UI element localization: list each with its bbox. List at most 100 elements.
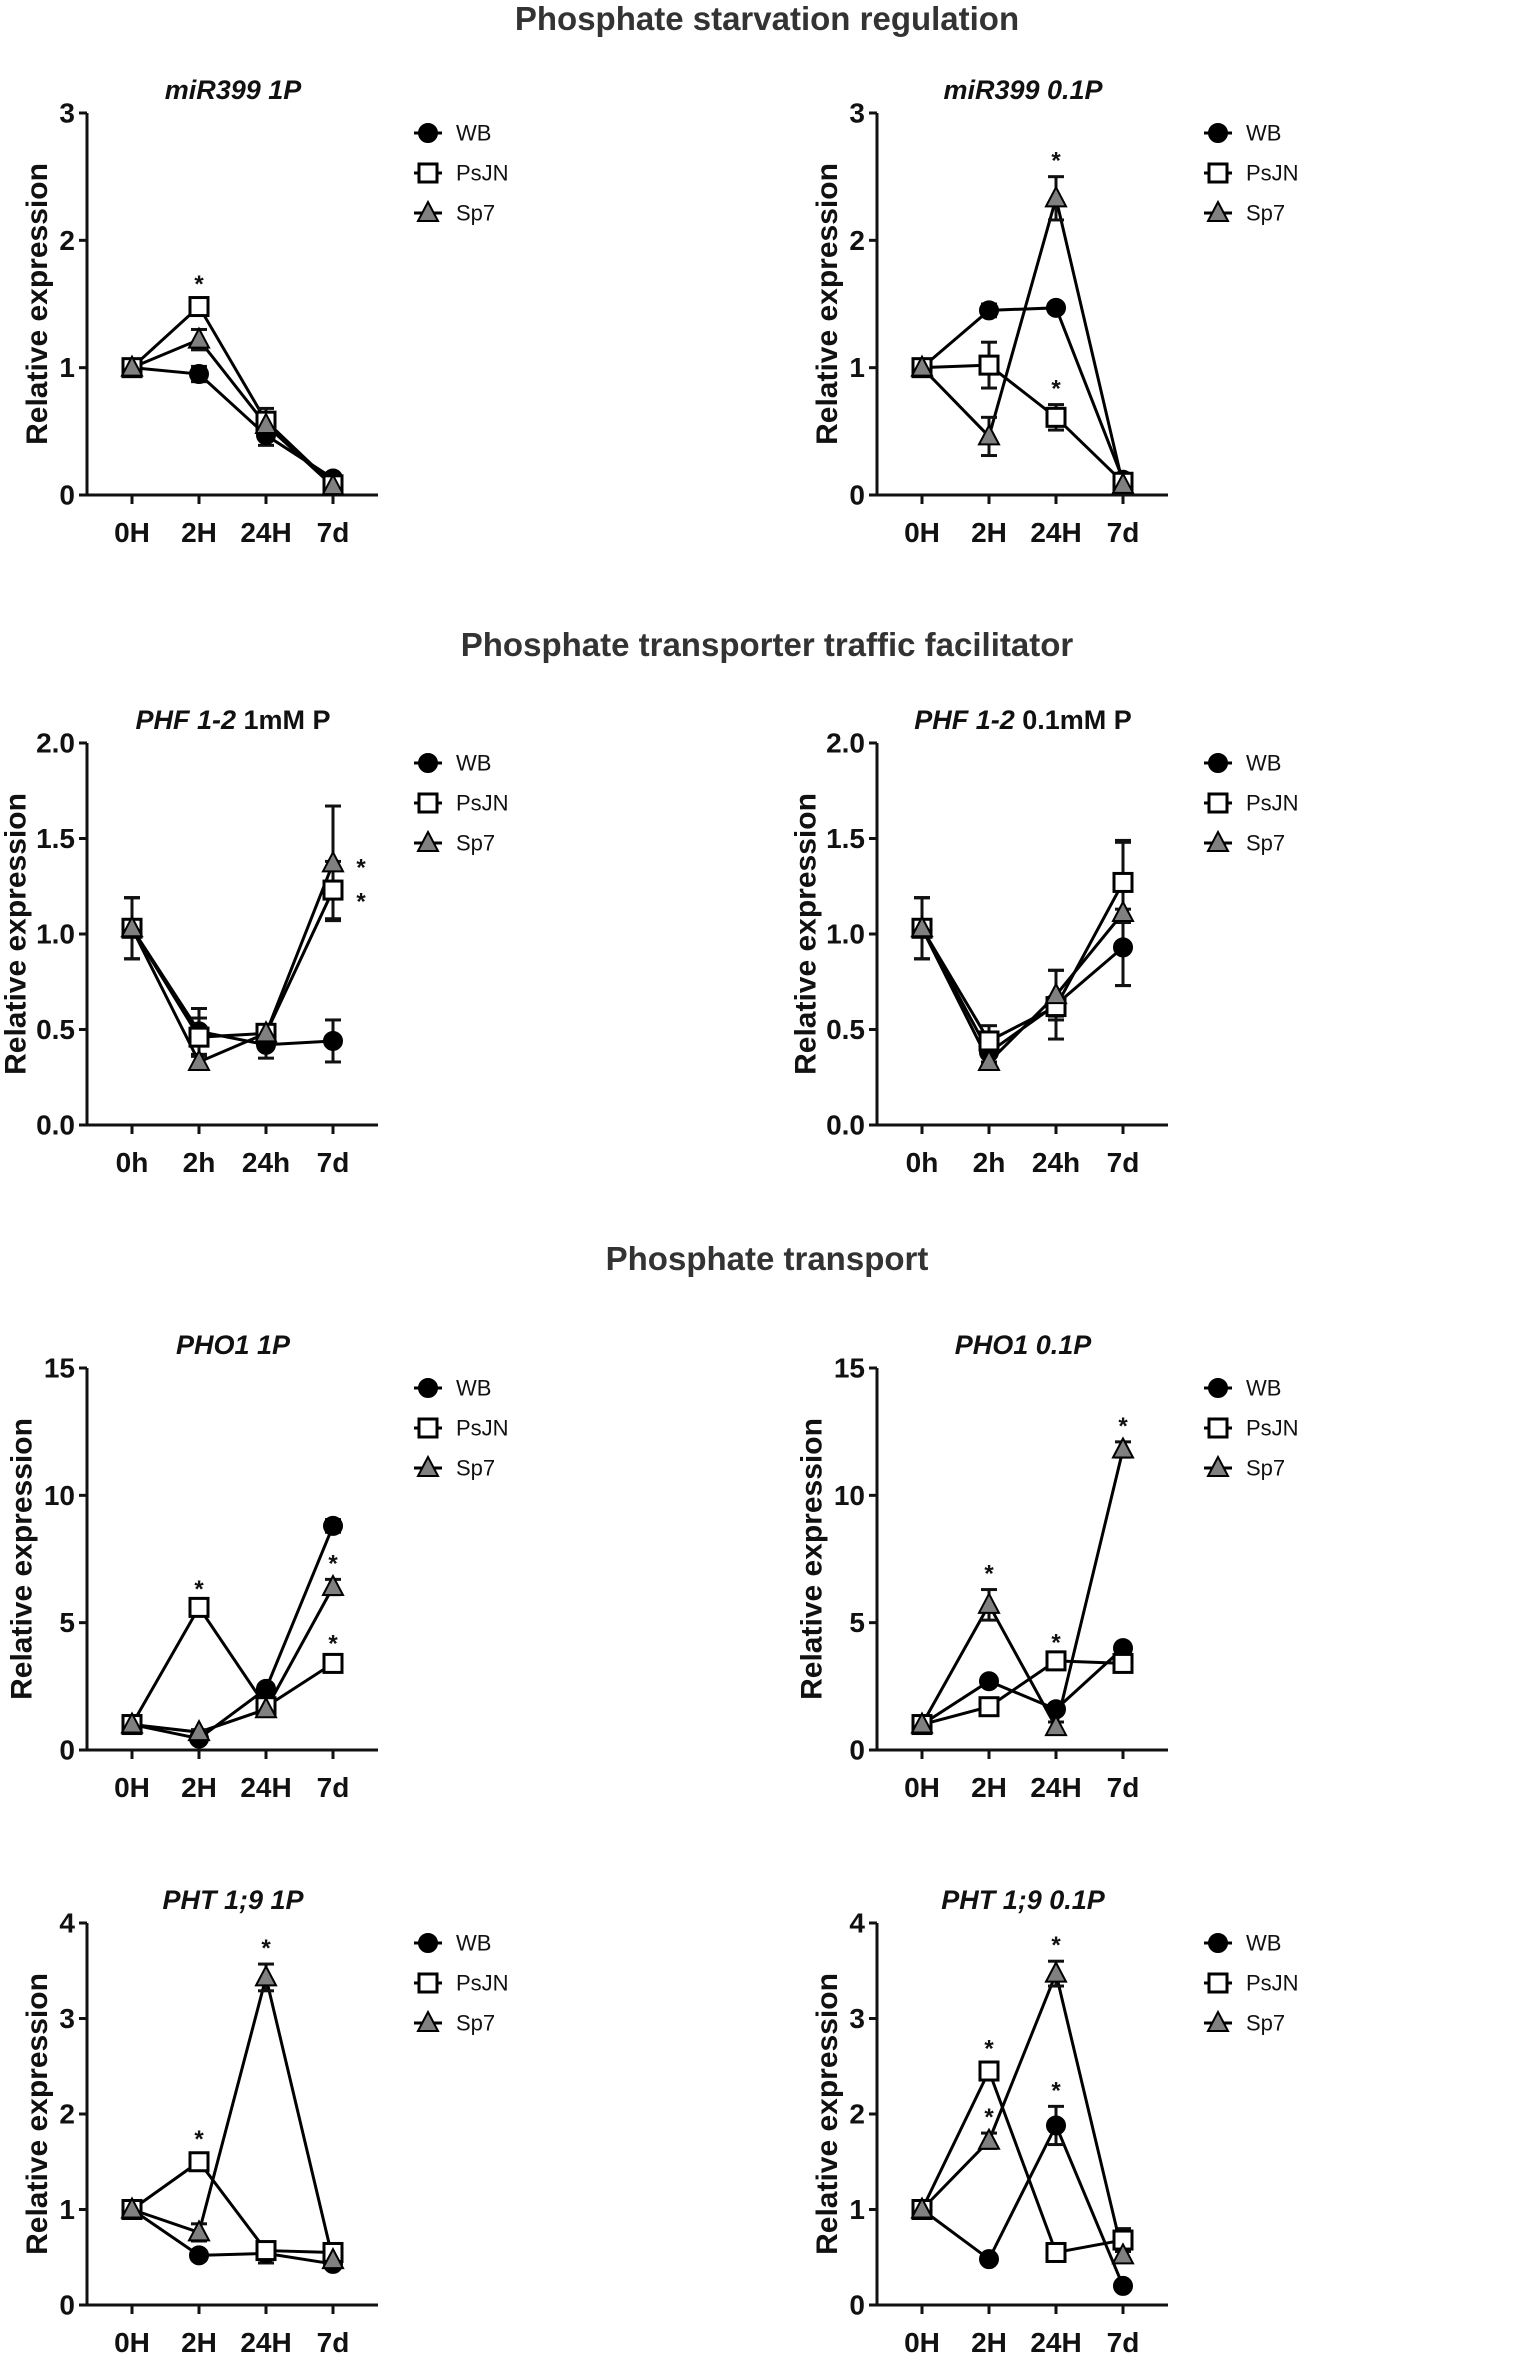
legend-label: PsJN	[456, 791, 509, 816]
legend-label: PsJN	[1246, 1416, 1299, 1441]
series-line-wb	[921, 1647, 1125, 1726]
data-point-sp7	[321, 850, 345, 873]
data-point-wb	[1046, 2115, 1066, 2136]
significance-star: *	[984, 2035, 994, 2062]
chart-title-italic: PHF 1-2	[135, 705, 236, 735]
legend-marker-wb	[1208, 1933, 1228, 1953]
legend-label: PsJN	[456, 161, 509, 186]
legend-label: PsJN	[1246, 1971, 1299, 1996]
data-point-wb	[256, 1678, 276, 1699]
y-tick-label: 1.5	[36, 823, 75, 854]
y-tick-label: 1	[59, 352, 75, 383]
legend-marker-psjn	[417, 792, 439, 814]
series-line-sp7	[920, 1968, 1125, 2256]
data-point-psjn	[255, 2240, 277, 2262]
data-point-psjn	[188, 1026, 210, 1048]
series-line-sp7	[131, 1977, 335, 2261]
significance-star: *	[1051, 376, 1061, 403]
series-line-wb	[921, 306, 1125, 481]
data-point-psjn	[1112, 1652, 1134, 1674]
data-point-sp7	[1111, 2242, 1135, 2265]
significance-star: *	[984, 1561, 994, 1588]
y-tick-label: 1.0	[826, 919, 865, 950]
y-axis-label: Relative expression	[795, 1418, 828, 1700]
data-point-sp7	[187, 1048, 211, 1071]
significance-star: *	[194, 271, 204, 298]
data-point-sp7	[120, 2196, 144, 2219]
y-tick-label: 2	[59, 2099, 75, 2130]
legend-label: Sp7	[456, 201, 495, 226]
legend-marker-wb	[1208, 753, 1228, 773]
data-point-psjn	[978, 1696, 1000, 1718]
data-point-psjn	[978, 354, 1000, 376]
data-point-psjn	[188, 296, 210, 318]
series-line-wb	[131, 1525, 335, 1741]
legend-marker-sp7	[1206, 199, 1230, 222]
y-tick-label: 10	[44, 1480, 75, 1511]
data-point-sp7	[321, 472, 345, 496]
data-point-wb	[189, 364, 209, 385]
y-tick-label: 0.5	[36, 1014, 75, 1045]
legend-marker-sp7	[416, 829, 440, 852]
x-tick-label: 24H	[1030, 1772, 1081, 1803]
legend-label: Sp7	[1246, 1456, 1285, 1481]
y-tick-label: 2	[849, 225, 865, 256]
legend-label: PsJN	[456, 1971, 509, 1996]
y-axis-label: Relative expression	[0, 793, 33, 1075]
chart-title-italic: PHT 1;9 0.1P	[941, 1885, 1106, 1915]
x-tick-label: 2h	[973, 1147, 1006, 1178]
data-point-psjn	[322, 1652, 344, 1674]
significance-star: *	[1051, 148, 1061, 175]
data-point-psjn	[188, 1596, 210, 1618]
y-tick-label: 5	[849, 1607, 865, 1638]
data-point-sp7	[910, 2196, 934, 2219]
x-tick-label: 0H	[114, 1772, 150, 1803]
series-line-sp7	[130, 862, 335, 1064]
significance-star: *	[1051, 1629, 1061, 1656]
significance-star: *	[1118, 1413, 1128, 1440]
chart-title-italic: PHO1 1P	[176, 1330, 291, 1360]
x-tick-label: 0H	[904, 517, 940, 548]
y-tick-label: 10	[834, 1480, 865, 1511]
data-point-sp7	[254, 1020, 278, 1043]
y-tick-label: 1	[849, 2194, 865, 2225]
x-tick-label: 2H	[971, 517, 1007, 548]
x-tick-label: 0H	[114, 2327, 150, 2356]
chart-panel: PHF 1-2 1mM P 0.0 0.5 1.0 1.5 2.0 0h 2h 24h 7d Rel…	[0, 705, 509, 1178]
chart-title: PHO1 1P	[176, 1330, 291, 1360]
legend-label: PsJN	[1246, 791, 1299, 816]
legend-marker-psjn	[417, 1417, 439, 1439]
legend-label: WB	[1246, 121, 1281, 146]
legend-label: WB	[456, 121, 491, 146]
chart-title: PHT 1;9 0.1P	[941, 1885, 1106, 1915]
x-tick-label: 24h	[1032, 1147, 1080, 1178]
data-point-psjn	[1045, 1650, 1067, 1672]
data-point-sp7	[910, 915, 934, 938]
legend-label: Sp7	[456, 1456, 495, 1481]
series-line-psjn	[920, 2067, 1124, 2255]
significance-star: *	[1051, 2077, 1061, 2104]
y-tick-label: 0	[849, 1735, 865, 1766]
section-title-transport: Phosphate transport	[606, 1240, 929, 1277]
x-tick-label: 7d	[317, 1147, 350, 1178]
data-point-psjn	[322, 879, 344, 901]
series-line-sp7	[131, 337, 335, 488]
legend-label: WB	[456, 1376, 491, 1401]
data-point-psjn	[1112, 871, 1134, 893]
legend-marker-wb	[418, 1933, 438, 1953]
chart-title: miR399 0.1P	[943, 75, 1103, 105]
y-tick-label: 1	[59, 2194, 75, 2225]
y-axis-label: Relative expression	[811, 1973, 844, 2255]
data-point-sp7	[977, 423, 1001, 446]
legend-label: Sp7	[1246, 201, 1285, 226]
legend-marker-sp7	[1206, 2009, 1230, 2032]
data-point-sp7	[1044, 981, 1068, 1005]
chart-panel: miR399 1P 0 1 2 3 0H 2H 24H 7d Relative expressio…	[21, 75, 509, 548]
data-point-sp7	[977, 1048, 1001, 1071]
series-line-psjn	[130, 304, 335, 486]
legend-marker-sp7	[1206, 1454, 1230, 1477]
y-tick-label: 0	[849, 2290, 865, 2321]
data-point-wb	[1113, 2275, 1133, 2296]
y-tick-label: 0	[849, 480, 865, 511]
series-line-sp7	[131, 1586, 335, 1734]
